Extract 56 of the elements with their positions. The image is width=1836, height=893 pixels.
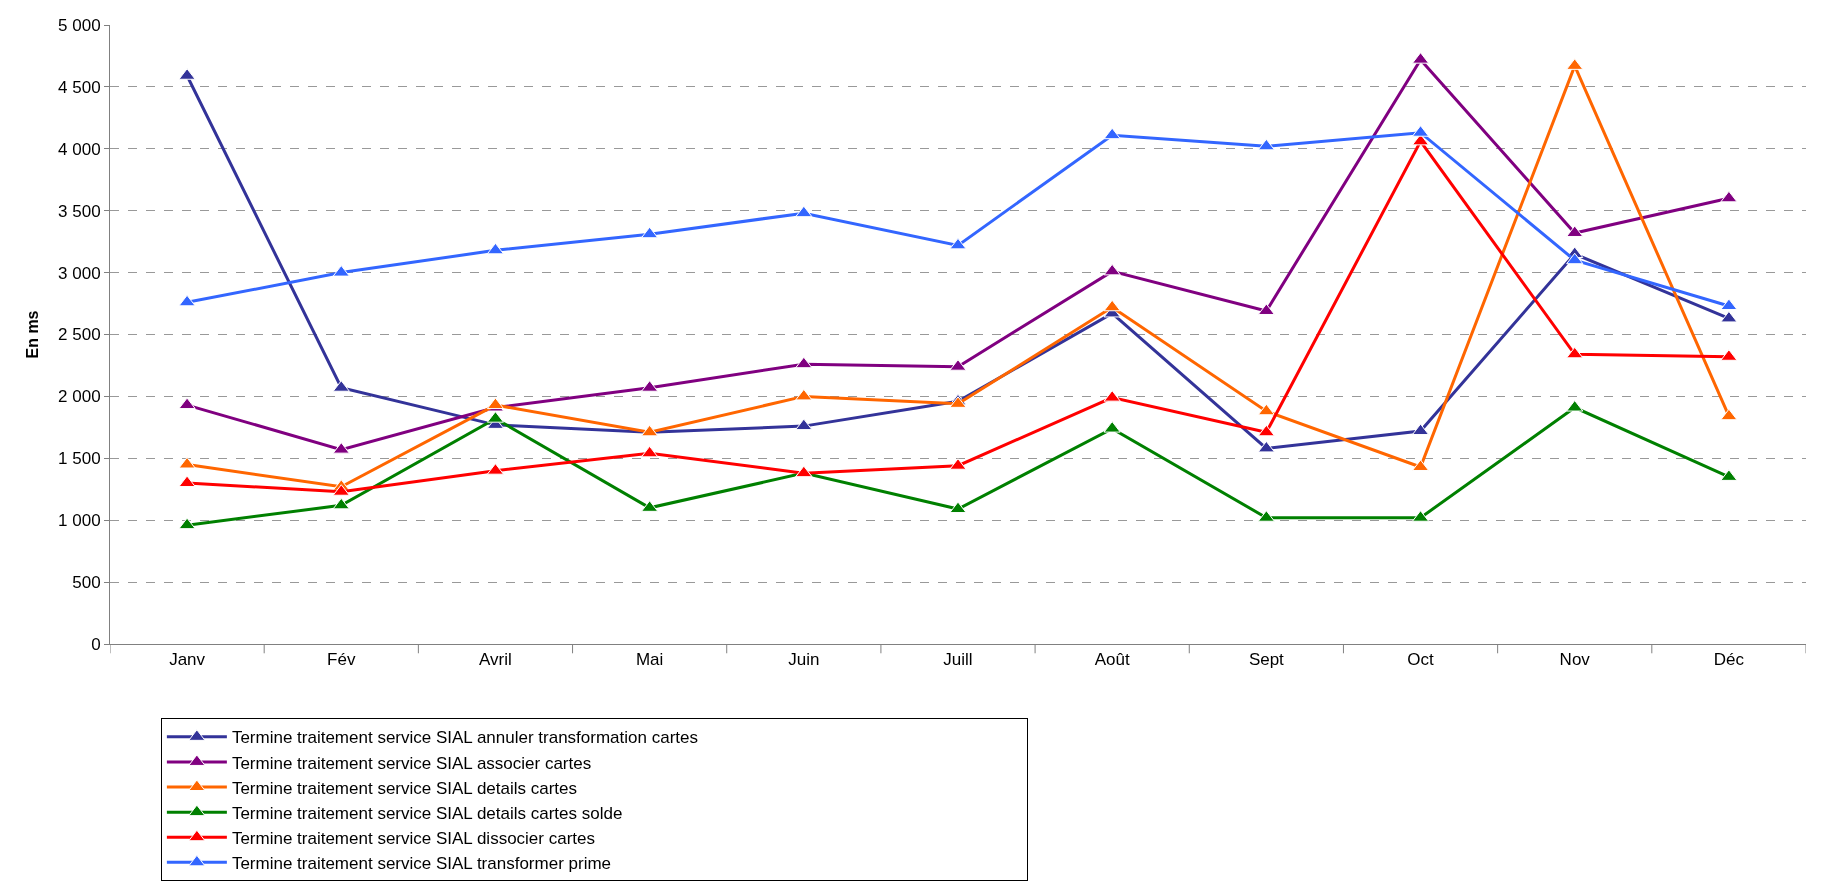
y-tick-label: 3 500 bbox=[58, 201, 101, 221]
point bbox=[178, 456, 196, 469]
point bbox=[795, 388, 813, 401]
y-tick-label: 0 bbox=[91, 634, 101, 654]
point bbox=[795, 418, 813, 431]
y-tick-label: 4 500 bbox=[58, 77, 101, 97]
point bbox=[1257, 403, 1275, 416]
point bbox=[641, 445, 659, 458]
point bbox=[1103, 127, 1121, 140]
point bbox=[1566, 252, 1584, 265]
legend-label: Termine traitement service SIAL transformer prime bbox=[231, 853, 612, 873]
x-tick-label: Nov bbox=[1559, 650, 1591, 670]
x-tick-label: Juill bbox=[943, 650, 973, 670]
point bbox=[1566, 346, 1584, 359]
point bbox=[949, 501, 967, 514]
x-tick-label: Juin bbox=[788, 650, 820, 670]
point bbox=[1103, 299, 1121, 312]
x-tick-label: Mai bbox=[635, 650, 664, 670]
legend-label: Termine traitement service SIAL details cartes solde bbox=[231, 803, 623, 823]
point bbox=[949, 237, 967, 250]
y-tick-label: 2 500 bbox=[58, 325, 101, 345]
point bbox=[795, 205, 813, 218]
point bbox=[1257, 440, 1275, 453]
y-axis-title: En ms bbox=[23, 310, 41, 359]
point bbox=[795, 356, 813, 369]
x-tick-label: Avril bbox=[479, 650, 512, 670]
x-tick-label: Janv bbox=[169, 650, 206, 670]
point bbox=[1103, 263, 1121, 276]
y-tick-label: 1 500 bbox=[58, 449, 101, 469]
legend-label: Termine traitement service SIAL associer cartes bbox=[231, 753, 592, 773]
y-tick-label: 500 bbox=[72, 573, 101, 593]
x-tick-label: Sept bbox=[1248, 650, 1285, 670]
x-tick-label: Oct bbox=[1407, 650, 1435, 670]
legend-label: Termine traitement service SIAL details cartes bbox=[231, 778, 578, 798]
point bbox=[178, 294, 196, 307]
y-tick-label: 3 000 bbox=[58, 263, 101, 283]
point bbox=[1720, 190, 1738, 203]
y-tick-label: 5 000 bbox=[58, 15, 101, 35]
legend-label: Termine traitement service SIAL annuler transformation cartes bbox=[231, 728, 699, 748]
point bbox=[178, 397, 196, 410]
point bbox=[1720, 408, 1738, 421]
point bbox=[178, 517, 196, 530]
point bbox=[332, 497, 350, 510]
point bbox=[1257, 424, 1275, 437]
y-tick-label: 1 000 bbox=[58, 511, 101, 531]
y-tick-label: 2 000 bbox=[58, 387, 101, 407]
point bbox=[1720, 298, 1738, 311]
x-tick-label: Déc bbox=[1713, 650, 1745, 670]
x-tick-label: Fév bbox=[327, 650, 356, 670]
point bbox=[178, 475, 196, 488]
point bbox=[1720, 310, 1738, 323]
legend-label: Termine traitement service SIAL dissocier cartes bbox=[231, 828, 595, 848]
point bbox=[1257, 138, 1275, 151]
y-tick-label: 4 000 bbox=[58, 139, 101, 159]
x-tick-label: Août bbox=[1094, 650, 1130, 670]
point bbox=[641, 226, 659, 239]
